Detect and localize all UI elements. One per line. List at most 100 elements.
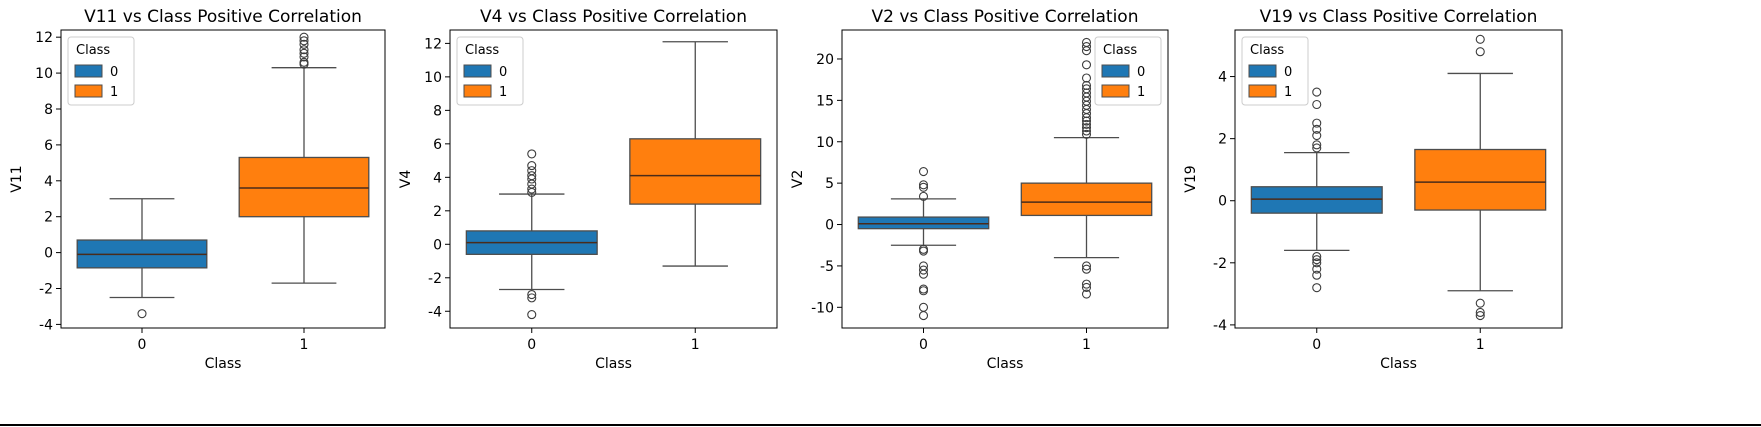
outlier-point [527,184,537,194]
outlier-point [1312,87,1322,97]
outlier-point [1312,118,1322,128]
plot-frame [1234,29,1563,329]
bottom-rule [0,424,1761,426]
y-tick-label: 4 [44,174,53,190]
outlier-point [1081,73,1092,83]
x-tick-label: 0 [1312,337,1321,353]
box-iqr [238,156,370,218]
y-tick-label: 2 [1218,132,1227,148]
outlier-point [1081,119,1092,129]
outlier-point [1081,282,1092,292]
outlier-point [527,171,537,181]
y-axis-label: V2 [790,170,806,188]
outlier-point [299,39,309,49]
y-tick-label: -4 [39,317,53,333]
legend-title: Class [1103,43,1137,58]
outlier-point [918,191,929,201]
box-iqr [1414,148,1547,211]
outlier-point [1475,47,1485,57]
outlier-point [1081,289,1092,299]
outlier-point [527,149,537,159]
outlier-point [918,244,929,254]
legend-swatch-0 [463,64,492,78]
outlier-point [1312,124,1322,134]
outlier-point [918,284,929,294]
box-class-1 [238,32,370,284]
legend-label: 1 [1284,85,1292,100]
y-tick-label: 6 [44,138,53,154]
box-class-1 [1020,37,1153,299]
y-tick-label: 20 [816,52,834,68]
outlier-point [1312,99,1322,110]
outlier-point [1081,279,1092,289]
legend-swatch-1 [74,84,103,98]
outlier-point [918,261,929,271]
y-tick-label: -4 [428,304,442,320]
y-tick-label: 8 [44,102,53,118]
y-tick-label: 0 [44,246,53,262]
outlier-point [527,166,537,176]
legend-label: 1 [1137,85,1145,100]
legend-label: 0 [499,65,507,80]
x-tick-label: 0 [527,337,536,353]
outlier-point [1081,84,1092,94]
y-tick-label: 4 [1218,70,1227,86]
outlier-point [1081,261,1092,271]
box-iqr [629,138,762,205]
outlier-point [918,302,929,312]
y-tick-label: 0 [1218,194,1227,210]
x-axis-label: Class [987,356,1024,372]
plot-frame [449,29,778,329]
outlier-point [918,167,929,177]
y-tick-label: 10 [424,70,442,86]
y-tick-label: 4 [433,170,442,186]
y-tick-label: 8 [433,103,442,119]
outlier-point [1475,34,1485,44]
y-tick-label: 10 [35,66,53,82]
y-tick-label: -2 [428,271,442,287]
chart-title: V4 vs Class Positive Correlation [480,7,747,27]
outlier-point [918,265,929,275]
outlier-point [1475,311,1485,321]
y-axis-label: V19 [1183,165,1199,192]
outlier-point [1081,42,1092,52]
outlier-point [1081,264,1092,274]
legend-swatch-0 [74,64,103,78]
outlier-point [299,48,309,58]
outlier-point [1312,140,1322,150]
outlier-point [1081,123,1092,133]
x-tick-label: 1 [300,337,309,353]
y-tick-label: 15 [816,93,834,109]
outlier-point [918,180,929,190]
outlier-point [1475,307,1485,318]
box-class-1 [1414,34,1547,321]
outlier-point [1312,258,1322,268]
outlier-point [1312,283,1322,293]
outlier-point [918,182,929,192]
outlier-point [918,311,929,321]
y-tick-label: -4 [1213,318,1227,334]
legend-label: 0 [1284,65,1292,80]
y-tick-label: 2 [433,204,442,220]
outlier-point [299,36,309,46]
y-tick-label: 5 [825,176,834,192]
outlier-point [299,32,309,42]
legend-title: Class [1250,43,1284,58]
outlier-point [1081,88,1092,98]
box-iqr [1250,186,1383,214]
outlier-point [527,161,537,171]
y-tick-label: -2 [1213,256,1227,272]
legend-swatch-1 [1101,84,1130,98]
y-tick-label: 0 [433,237,442,253]
legend-label: 0 [1137,65,1145,80]
outlier-point [1081,60,1092,70]
outlier-point [527,310,537,320]
outlier-point [1081,37,1092,47]
x-tick-label: 0 [919,337,928,353]
legend-swatch-1 [463,84,492,98]
